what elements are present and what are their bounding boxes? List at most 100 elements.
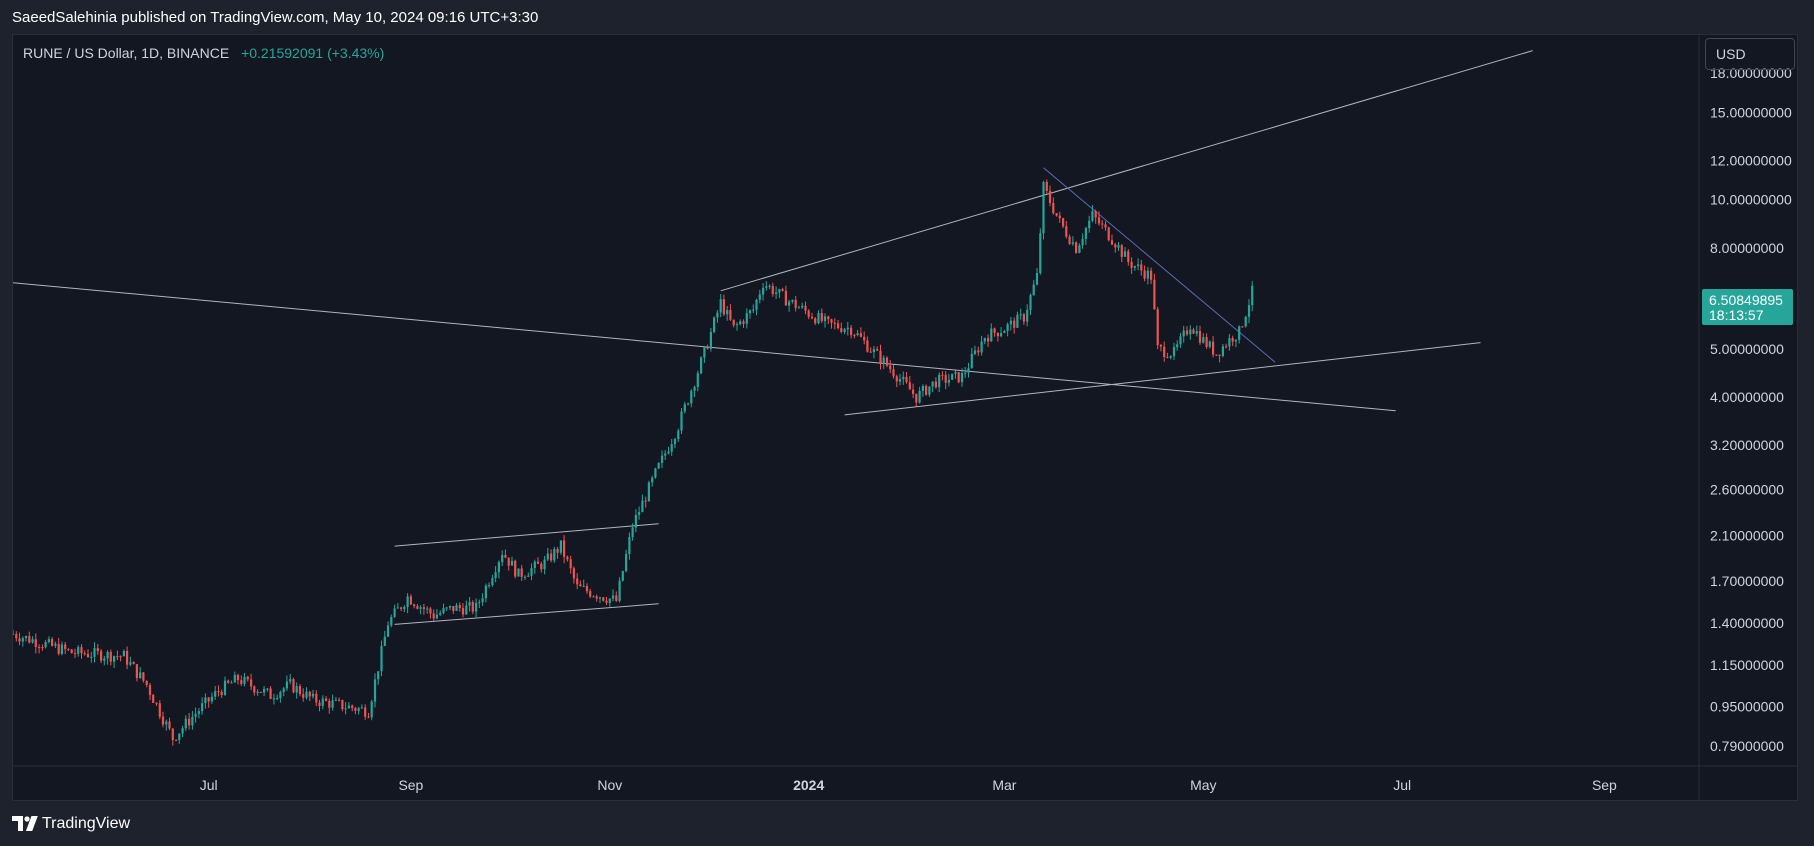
candle-body [1097,217,1101,224]
candle-body [1009,320,1012,325]
candle-body [1159,345,1162,347]
candle-body [165,721,168,725]
candle-body [579,584,582,587]
last-price-label: 6.50849895 [1709,292,1783,308]
trendlines [13,50,1533,625]
candle-body [253,686,256,693]
candle-body [1234,339,1237,342]
candle-body [540,563,543,570]
candle-body [556,549,559,553]
candle-body [638,512,641,515]
candle-body [1081,238,1084,246]
candle-body [954,372,957,374]
candle-body [1019,314,1022,316]
chart-area[interactable]: 18.00000000 15.00000000 12.00000000 10.0000… [12,34,1798,801]
candle-body [621,571,624,581]
candle-body [360,707,363,709]
candle-body [1055,213,1058,216]
candle-body [188,718,191,726]
candle-body [155,702,158,704]
candle-body [1215,354,1218,356]
candle-body [1000,333,1003,337]
candle-body [843,329,846,332]
candle-body [1205,337,1208,347]
candle-body [341,700,344,709]
candle-body [1146,270,1149,279]
trendline[interactable] [394,523,659,547]
candle-body [279,692,282,698]
candle-body [1003,331,1006,334]
candle-body [161,716,165,725]
candle-body [931,381,934,387]
candle-body [866,340,869,352]
trendline[interactable] [720,50,1533,292]
candle-body [380,645,383,672]
candle-body [1075,242,1078,253]
candle-body [833,322,836,324]
candle-body [217,691,220,692]
candle-body [168,721,171,729]
candle-body [1039,233,1042,273]
candle-body [289,679,292,682]
trendline[interactable] [844,342,1481,416]
candle-body [921,385,924,391]
candle-body [1029,295,1032,310]
candle-body [850,327,853,335]
price-axis[interactable]: 18.0000000015.0000000012.0000000010.0000… [1710,65,1792,754]
candle-body [491,578,494,586]
candle-body [716,312,719,318]
candle-body [207,697,210,702]
candle-body [122,651,125,657]
candle-body [611,595,615,599]
tradingview-logo[interactable]: TradingView [12,812,312,836]
candle-body [184,718,187,729]
candle-body [1163,346,1166,357]
candle-body [1192,329,1195,334]
candle-body [977,350,980,353]
candle-body [478,602,481,604]
candle-body [680,411,683,431]
candle-body [465,605,468,615]
candle-body [602,597,605,601]
candle-body [1143,270,1146,279]
candle-body [103,658,106,661]
price-chart[interactable]: 18.0000000015.0000000012.0000000010.0000… [13,35,1797,800]
candle-body [964,372,967,374]
candle-body [605,600,608,603]
candle-body [282,688,285,693]
candle-body [468,602,471,606]
candle-body [729,310,732,320]
candle-body [298,686,302,695]
candle-body [742,321,745,324]
trendline[interactable] [1043,167,1276,363]
candle-body [1185,330,1189,335]
candle-body [351,705,354,709]
candle-body [148,685,152,695]
candle-body [250,679,253,687]
candle-body [178,733,181,740]
candle-body [308,691,311,697]
candle-body [533,561,536,569]
candle-body [77,647,80,654]
candle-body [422,607,425,609]
candle-body [80,647,83,654]
candle-body [51,639,54,646]
candle-body [507,557,510,566]
candle-body [598,597,602,599]
candle-body [191,716,194,726]
candle-body [898,379,902,382]
currency-button[interactable]: USD [1705,38,1795,70]
candle-body [334,699,337,701]
time-tick-label: Sep [1592,777,1617,793]
time-tick-label: Jul [1393,777,1411,793]
candle-body [1110,240,1114,245]
candle-body [325,698,328,701]
candle-body [817,313,820,324]
time-axis[interactable]: Jul Sep Nov 2024 Mar May Jul Sep [200,777,1617,793]
candle-body [93,648,96,657]
tradingview-logo-icon [12,816,38,831]
candle-body [840,328,843,332]
trendline[interactable] [394,603,659,625]
candle-body [1130,261,1133,268]
candle-body [660,455,664,463]
